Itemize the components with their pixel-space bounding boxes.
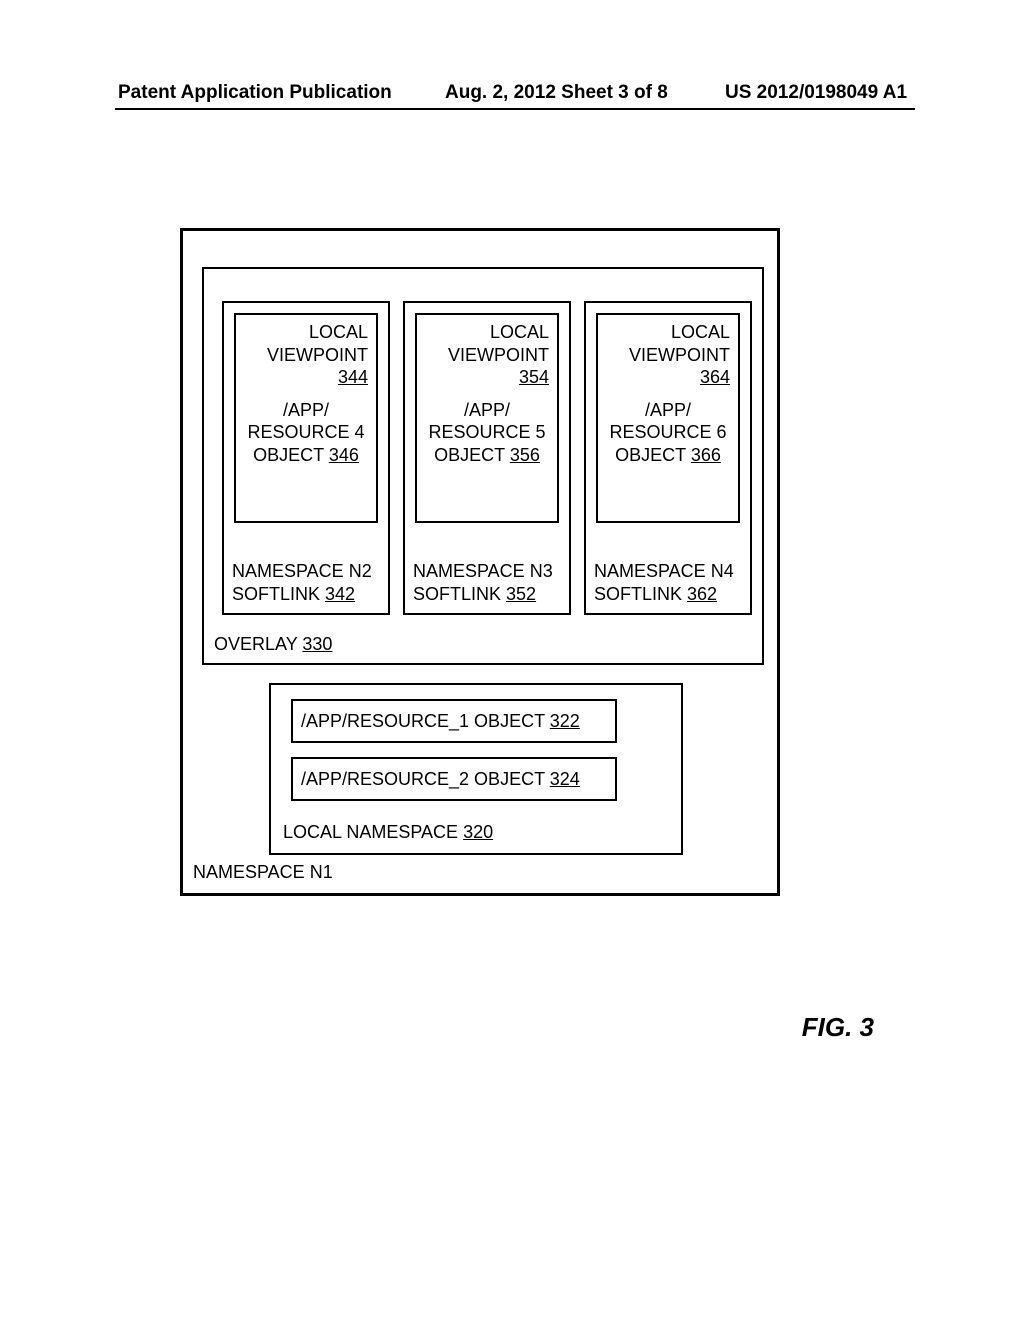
softlink-label-n2: NAMESPACE N2 SOFTLINK 342 [232, 560, 372, 605]
local-namespace-label: LOCAL NAMESPACE 320 [283, 822, 493, 843]
softlink-label-n4: NAMESPACE N4 SOFTLINK 362 [594, 560, 734, 605]
header-rule [115, 108, 915, 110]
viewpoint-box-n4: LOCAL VIEWPOINT 364 /APP/ RESOURCE 6 OBJ… [596, 313, 740, 523]
local-namespace-box: /APP/RESOURCE_1 OBJECT 322 /APP/RESOURCE… [269, 683, 683, 855]
header-center: Aug. 2, 2012 Sheet 3 of 8 [445, 82, 668, 104]
viewpoint-title: LOCAL VIEWPOINT 354 [425, 321, 549, 389]
namespace-n1-box: LOCAL VIEWPOINT 344 /APP/ RESOURCE 4 OBJ… [180, 228, 780, 896]
overlay-box: LOCAL VIEWPOINT 344 /APP/ RESOURCE 4 OBJ… [202, 267, 764, 665]
viewpoint-title: LOCAL VIEWPOINT 344 [244, 321, 368, 389]
resource-2-object-box: /APP/RESOURCE_2 OBJECT 324 [291, 757, 617, 801]
viewpoint-box-n2: LOCAL VIEWPOINT 344 /APP/ RESOURCE 4 OBJ… [234, 313, 378, 523]
softlink-label-n3: NAMESPACE N3 SOFTLINK 352 [413, 560, 553, 605]
softlink-box-n2: LOCAL VIEWPOINT 344 /APP/ RESOURCE 4 OBJ… [222, 301, 390, 615]
softlink-box-n4: LOCAL VIEWPOINT 364 /APP/ RESOURCE 6 OBJ… [584, 301, 752, 615]
softlink-box-n3: LOCAL VIEWPOINT 354 /APP/ RESOURCE 5 OBJ… [403, 301, 571, 615]
figure-label: FIG. 3 [802, 1012, 874, 1043]
namespace-n1-label: NAMESPACE N1 [193, 862, 333, 883]
resource-block: /APP/ RESOURCE 5 OBJECT 356 [425, 399, 549, 467]
overlay-label: OVERLAY 330 [214, 634, 332, 655]
viewpoint-box-n3: LOCAL VIEWPOINT 354 /APP/ RESOURCE 5 OBJ… [415, 313, 559, 523]
header-left: Patent Application Publication [118, 82, 392, 104]
resource-block: /APP/ RESOURCE 4 OBJECT 346 [244, 399, 368, 467]
header-right: US 2012/0198049 A1 [725, 82, 907, 104]
resource-1-object-box: /APP/RESOURCE_1 OBJECT 322 [291, 699, 617, 743]
viewpoint-title: LOCAL VIEWPOINT 364 [606, 321, 730, 389]
resource-block: /APP/ RESOURCE 6 OBJECT 366 [606, 399, 730, 467]
